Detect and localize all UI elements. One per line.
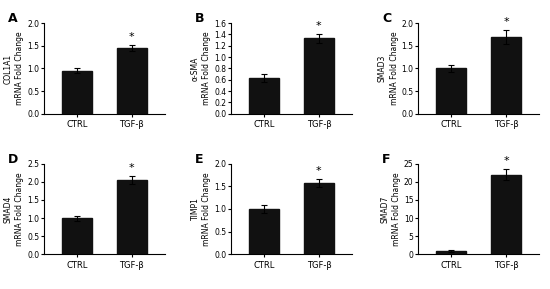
Text: C: C	[382, 12, 391, 25]
Text: E: E	[195, 153, 204, 166]
Text: *: *	[129, 32, 135, 42]
Y-axis label: α-SMA
mRNA Fold Change: α-SMA mRNA Fold Change	[190, 32, 211, 105]
Y-axis label: SMAD7
mRNA Fold Change: SMAD7 mRNA Fold Change	[380, 172, 401, 246]
Bar	[117, 180, 147, 254]
Bar	[62, 218, 92, 254]
Text: F: F	[382, 153, 390, 166]
Y-axis label: TIMP1
mRNA Fold Change: TIMP1 mRNA Fold Change	[190, 172, 211, 246]
Text: *: *	[316, 166, 322, 176]
Bar	[436, 68, 466, 114]
Text: A: A	[8, 12, 18, 25]
Y-axis label: SMAD3
mRNA Fold Change: SMAD3 mRNA Fold Change	[378, 32, 399, 105]
Bar	[491, 37, 521, 114]
Bar	[62, 71, 92, 114]
Bar	[491, 175, 521, 254]
Y-axis label: SMAD4
mRNA Fold Change: SMAD4 mRNA Fold Change	[3, 172, 24, 246]
Text: D: D	[8, 153, 18, 166]
Bar	[249, 209, 279, 254]
Text: *: *	[503, 17, 509, 27]
Bar	[249, 78, 279, 114]
Y-axis label: COL1A1
mRNA Fold Change: COL1A1 mRNA Fold Change	[3, 32, 24, 105]
Bar	[304, 183, 334, 254]
Text: *: *	[316, 21, 322, 31]
Text: *: *	[129, 163, 135, 173]
Text: B: B	[195, 12, 205, 25]
Bar	[304, 38, 334, 114]
Text: *: *	[503, 156, 509, 166]
Bar	[117, 48, 147, 114]
Bar	[436, 251, 466, 254]
